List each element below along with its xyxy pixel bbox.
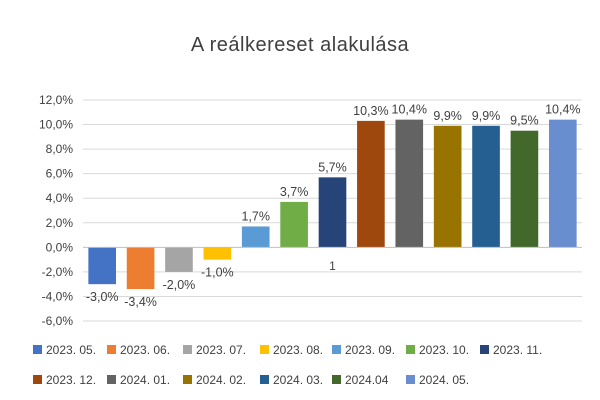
legend-swatch: [33, 375, 42, 384]
axis-annotation: 1: [329, 259, 336, 273]
data-label: 5,7%: [318, 160, 347, 174]
y-tick-label: 12,0%: [39, 93, 73, 107]
bar: [472, 125, 500, 248]
legend-swatch: [406, 345, 415, 354]
y-tick-label: 8,0%: [46, 142, 74, 156]
bar: [395, 119, 424, 248]
bar: [510, 130, 539, 248]
legend-label: 2023. 11.: [493, 343, 542, 357]
legend-swatch: [480, 345, 489, 354]
y-tick-label: -2,0%: [42, 265, 74, 279]
legend-label: 2024. 02.: [196, 373, 246, 387]
data-label: 10,4%: [545, 103, 580, 117]
legend-label: 2023. 06.: [120, 343, 170, 357]
legend-label: 2024.04: [345, 373, 389, 387]
data-label: -2,0%: [163, 278, 196, 292]
bar: [548, 119, 577, 248]
bar: [203, 247, 232, 260]
y-tick-label: 0,0%: [46, 240, 74, 254]
data-label: 9,5%: [510, 114, 539, 128]
y-tick-label: 10,0%: [39, 118, 73, 132]
legend-label: 2023. 12.: [46, 373, 96, 387]
legend-swatch: [107, 345, 116, 354]
data-label: 10,3%: [353, 104, 388, 118]
y-tick-label: 4,0%: [46, 191, 74, 205]
legend-swatch: [332, 375, 341, 384]
data-label: 3,7%: [280, 185, 309, 199]
bar: [165, 247, 193, 272]
bar: [88, 247, 117, 285]
y-tick-label: -4,0%: [42, 289, 74, 303]
legend-label: 2023. 09.: [345, 343, 395, 357]
legend-label: 2023. 08.: [273, 343, 323, 357]
legend-swatch: [406, 375, 415, 384]
legend-label: 2023. 05.: [46, 343, 96, 357]
legend-swatch: [332, 345, 341, 354]
legend-swatch: [260, 375, 269, 384]
y-tick-label: 2,0%: [46, 216, 74, 230]
legend-swatch: [183, 345, 192, 354]
data-label: -3,4%: [124, 295, 157, 309]
data-label: 9,9%: [472, 109, 501, 123]
data-label: 9,9%: [433, 109, 462, 123]
bar: [241, 226, 270, 248]
data-label: -3,0%: [86, 290, 119, 304]
y-tick-label: 6,0%: [46, 167, 74, 181]
data-label: 1,7%: [241, 209, 270, 223]
data-label: 10,4%: [392, 103, 427, 117]
chart-title: A reálkereset alakulása: [190, 34, 410, 56]
legend-swatch: [260, 345, 269, 354]
legend-label: 2023. 07.: [196, 343, 246, 357]
legend-swatch: [183, 375, 192, 384]
legend-label: 2024. 05.: [419, 373, 469, 387]
data-label: -1,0%: [201, 266, 234, 280]
legend-label: 2024. 01.: [120, 373, 170, 387]
bar: [433, 125, 462, 248]
legend-label: 2024. 03.: [273, 373, 323, 387]
legend-swatch: [107, 375, 116, 384]
legend-label: 2023. 10.: [419, 343, 469, 357]
legend-swatch: [33, 345, 42, 354]
bar: [357, 120, 385, 248]
bar: [318, 177, 347, 248]
y-tick-label: -6,0%: [42, 314, 74, 328]
bar: [126, 247, 155, 290]
bar: [280, 201, 308, 248]
